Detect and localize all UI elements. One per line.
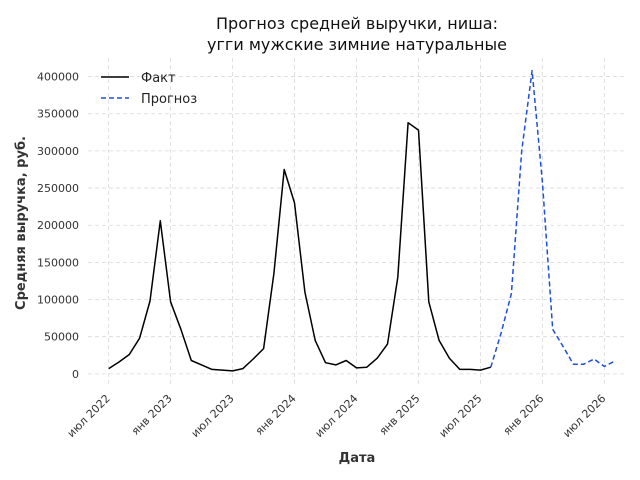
y-axis-label: Средняя выручка, руб.: [14, 136, 29, 310]
y-tick-label: 400000: [37, 71, 79, 84]
x-tick-label: июл 2024: [313, 392, 361, 440]
y-tick-label: 50000: [44, 331, 79, 344]
chart-title-line-2: угги мужские зимние натуральные: [207, 35, 507, 54]
series-line-fact: [108, 121, 492, 372]
legend-label: Факт: [141, 71, 176, 86]
y-tick-label: 200000: [37, 219, 79, 232]
x-tick-label: июл 2025: [437, 392, 485, 440]
y-axis-ticks: 0 50000 100000 150000 200000 250000 300000 3500…: [37, 71, 79, 381]
y-tick-label: 300000: [37, 145, 79, 158]
x-axis-ticks: июл 2022 янв 2023 июл 2023 янв 2024 июл 2024…: [65, 392, 609, 440]
series-lines: [108, 69, 616, 372]
y-tick-label: 100000: [37, 294, 79, 307]
legend-label: Прогноз: [141, 92, 197, 107]
y-tick-label: 0: [72, 368, 79, 381]
x-axis-label: Дата: [339, 451, 376, 466]
x-tick-label: июл 2023: [189, 392, 237, 440]
legend: Факт Прогноз: [101, 71, 197, 107]
chart-title-line-1: Прогноз средней выручки, ниша:: [216, 14, 498, 33]
x-tick-label: янв 2024: [253, 392, 299, 438]
x-tick-label: янв 2025: [377, 392, 423, 438]
x-tick-label: янв 2023: [129, 392, 175, 438]
series-line-forecast: [490, 69, 616, 368]
x-tick-label: янв 2026: [501, 392, 547, 438]
y-tick-label: 250000: [37, 182, 79, 195]
y-tick-label: 150000: [37, 256, 79, 269]
x-tick-label: июл 2022: [65, 392, 113, 440]
y-tick-label: 350000: [37, 108, 79, 121]
x-tick-label: июл 2026: [560, 392, 608, 440]
grid: [88, 58, 625, 385]
